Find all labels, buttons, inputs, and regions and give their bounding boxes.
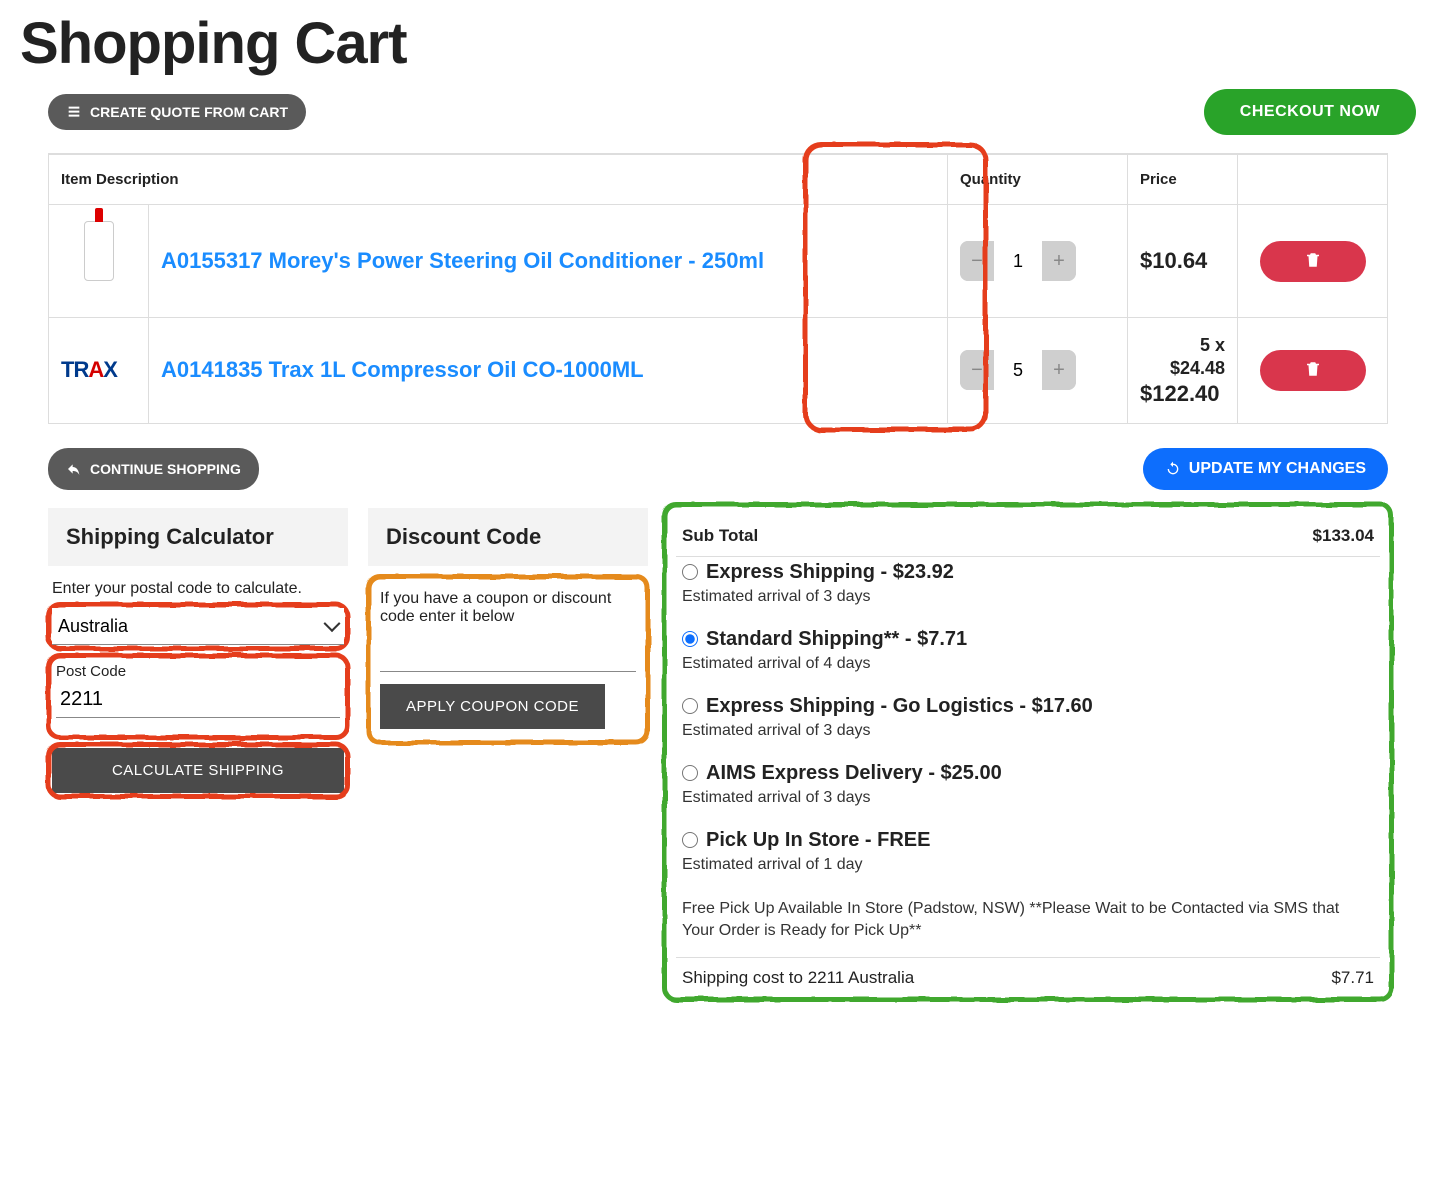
shipping-option-label: AIMS Express Delivery - $25.00 [706,762,1002,785]
product-link[interactable]: A0141835 Trax 1L Compressor Oil CO-1000M… [161,357,644,382]
product-image [74,221,124,301]
postcode-label: Post Code [56,663,340,680]
subtotal-label: Sub Total [682,526,758,546]
shipping-hint: Enter your postal code to calculate. [52,580,344,598]
page-title: Shopping Cart [20,10,1416,77]
th-price: Price [1128,155,1238,205]
discount-hint: If you have a coupon or discount code en… [380,590,636,626]
update-changes-button[interactable]: UPDATE MY CHANGES [1143,448,1388,490]
qty-minus-button[interactable]: − [960,241,994,281]
shipping-option-label: Pick Up In Store - FREE [706,829,930,852]
shipping-estimate: Estimated arrival of 1 day [682,856,1374,874]
shipping-option[interactable]: Standard Shipping** - $7.71 [682,628,1374,651]
table-row: TRAX A0141835 Trax 1L Compressor Oil CO-… [49,318,1388,424]
qty-minus-button[interactable]: − [960,350,994,390]
trash-icon [1304,251,1322,269]
trash-icon [1304,360,1322,378]
apply-coupon-button[interactable]: APPLY COUPON CODE [380,684,605,729]
shipping-estimate: Estimated arrival of 3 days [682,789,1374,807]
price-cell: $10.64 [1128,205,1238,318]
shipping-cost-value: $7.71 [1331,968,1374,988]
create-quote-button[interactable]: CREATE QUOTE FROM CART [48,94,306,130]
delete-button[interactable] [1260,350,1366,391]
delete-button[interactable] [1260,241,1366,282]
checkout-button[interactable]: CHECKOUT NOW [1204,89,1416,135]
product-image-cell: TRAX [49,318,149,424]
quantity-stepper: − + [960,350,1076,390]
qty-plus-button[interactable]: + [1042,350,1076,390]
shipping-radio[interactable] [682,631,698,647]
country-select[interactable]: Australia [52,608,344,645]
shipping-option-label: Standard Shipping** - $7.71 [706,628,967,651]
cart-table: Item Description Quantity Price A0155317… [48,154,1388,424]
checkout-label: CHECKOUT NOW [1240,103,1380,121]
price-breakdown: 5 x$24.48 [1140,334,1225,381]
shipping-estimate: Estimated arrival of 3 days [682,588,1374,606]
th-qty: Quantity [948,155,1128,205]
th-actions [1238,155,1388,205]
shipping-calc-title: Shipping Calculator [48,508,348,566]
price-cell: 5 x$24.48 $122.40 [1128,318,1238,424]
shipping-radio[interactable] [682,832,698,848]
quantity-stepper: − + [960,241,1076,281]
continue-label: CONTINUE SHOPPING [90,461,241,477]
qty-plus-button[interactable]: + [1042,241,1076,281]
list-icon [66,104,82,120]
discount-title: Discount Code [368,508,648,566]
shipping-radio[interactable] [682,765,698,781]
coupon-input[interactable] [380,636,636,672]
product-image-cell [49,205,149,318]
qty-input[interactable] [994,350,1042,390]
refresh-icon [1165,461,1181,477]
shipping-option[interactable]: Express Shipping - $23.92 [682,561,1374,584]
shipping-option[interactable]: Pick Up In Store - FREE [682,829,1374,852]
continue-shopping-button[interactable]: CONTINUE SHOPPING [48,448,259,490]
th-desc: Item Description [49,155,948,205]
trax-logo: TRAX [61,357,136,383]
shipping-radio[interactable] [682,698,698,714]
shipping-option[interactable]: Express Shipping - Go Logistics - $17.60 [682,695,1374,718]
subtotal-value: $133.04 [1313,526,1374,546]
postcode-input[interactable] [56,682,340,718]
shipping-option[interactable]: AIMS Express Delivery - $25.00 [682,762,1374,785]
price-total: $122.40 [1140,381,1225,407]
update-label: UPDATE MY CHANGES [1189,460,1366,478]
qty-input[interactable] [994,241,1042,281]
product-link[interactable]: A0155317 Morey's Power Steering Oil Cond… [161,248,764,273]
shipping-option-label: Express Shipping - $23.92 [706,561,954,584]
shipping-estimate: Estimated arrival of 4 days [682,655,1374,673]
create-quote-label: CREATE QUOTE FROM CART [90,104,288,120]
shipping-note: Free Pick Up Available In Store (Padstow… [676,892,1380,957]
table-row: A0155317 Morey's Power Steering Oil Cond… [49,205,1388,318]
shipping-option-label: Express Shipping - Go Logistics - $17.60 [706,695,1093,718]
shipping-cost-label: Shipping cost to 2211 Australia [682,968,914,988]
shipping-radio[interactable] [682,564,698,580]
calculate-shipping-button[interactable]: CALCULATE SHIPPING [52,748,344,793]
reply-icon [66,461,82,477]
shipping-estimate: Estimated arrival of 3 days [682,722,1374,740]
